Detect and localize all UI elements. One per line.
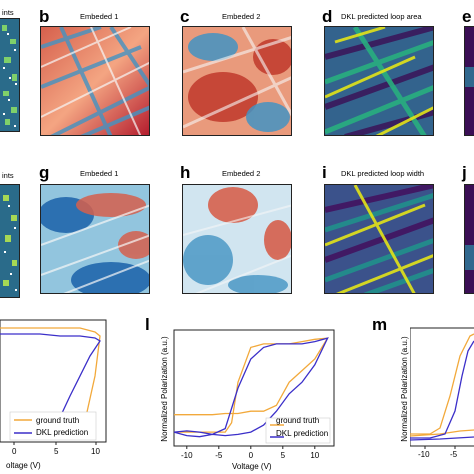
panel-letter-h: h xyxy=(180,163,191,182)
embedding-1-heatmap xyxy=(41,27,149,135)
panel-e-heatmap xyxy=(465,27,474,135)
panel-m-xtick-1: -5 xyxy=(450,450,458,459)
panel-letter-g: g xyxy=(39,163,50,182)
panel-k-xtick-2: 10 xyxy=(91,447,100,456)
embedding-2-heatmap xyxy=(183,27,291,135)
sample-points-map-2 xyxy=(0,185,19,297)
panel-m-dkl-return xyxy=(410,436,474,441)
panel-a-cropped-map xyxy=(0,18,20,132)
sample-points-map xyxy=(0,19,19,131)
panel-i-title: DKL predicted loop width xyxy=(341,169,425,178)
panel-l-xlabel: Voltage (V) xyxy=(232,462,272,471)
panel-g-embedding-map xyxy=(40,184,150,294)
panel-letter-b: b xyxy=(39,7,50,26)
panel-letter-c: c xyxy=(180,7,190,26)
panel-h-embedding-map xyxy=(182,184,292,294)
panel-letter-e: e xyxy=(462,7,472,26)
panel-j-cropped-map xyxy=(464,184,474,294)
panel-m-hysteresis-plot xyxy=(410,327,474,449)
panel-l-legend-box xyxy=(265,417,331,444)
panel-k-xtick-0: 0 xyxy=(12,447,17,456)
panel-m-ylabel: Normalized Polarization (a.u.) xyxy=(400,336,409,442)
panel-m-xtick-0: -10 xyxy=(418,450,430,459)
panel-d-loop-area-map xyxy=(324,26,434,136)
panel-letter-d: d xyxy=(322,7,333,26)
panel-l-xtick-label: 10 xyxy=(310,451,319,460)
panel-l-legend-dkl: DKL prediction xyxy=(276,429,329,438)
panel-l-hysteresis-plot: -10 -5 0 5 10 xyxy=(173,329,335,460)
panel-l-xtick-label: 0 xyxy=(249,451,254,460)
embedding-2-heatmap-row2 xyxy=(183,185,291,293)
panel-m-ground-truth-return xyxy=(410,429,474,437)
panel-d-title: DKL predicted loop area xyxy=(341,12,422,21)
panel-k-legend-dkl: DKL prediction xyxy=(36,428,89,437)
panel-l-axes-frame xyxy=(173,329,335,447)
panel-l-legend-gt: ground truth xyxy=(276,416,320,425)
panel-letter-m: m xyxy=(372,315,388,334)
panel-l-xtick-label: 5 xyxy=(281,451,286,460)
panel-letter-l: l xyxy=(145,315,150,334)
panel-l-xtick-label: -5 xyxy=(215,451,223,460)
panel-k-xtick-1: 5 xyxy=(54,447,59,456)
panel-f-title: ints xyxy=(2,171,14,180)
panel-m-ground-truth-line xyxy=(410,333,474,435)
embedding-1-heatmap-row2 xyxy=(41,185,149,293)
panel-i-loop-width-map xyxy=(324,184,434,294)
panel-letter-i: i xyxy=(322,163,327,182)
panel-a-title: ints xyxy=(2,8,14,17)
panel-b-embedding-map xyxy=(40,26,150,136)
panel-l-series-dkl-prediction xyxy=(173,337,329,438)
loop-width-heatmap xyxy=(325,185,433,293)
panel-j-heatmap xyxy=(465,185,474,293)
panel-k-legend-gt: ground truth xyxy=(36,416,80,425)
loop-area-heatmap xyxy=(325,27,433,135)
panel-h-title: Embeded 2 xyxy=(222,169,261,178)
panel-l-xtick-label: -10 xyxy=(181,451,193,460)
panel-g-title: Embeded 1 xyxy=(80,169,119,178)
panel-e-cropped-map xyxy=(464,26,474,136)
panel-f-cropped-map xyxy=(0,184,20,298)
panel-b-title: Embeded 1 xyxy=(80,12,119,21)
panel-c-title: Embeded 2 xyxy=(222,12,261,21)
panel-k-xlabel: oltage (V) xyxy=(6,461,41,470)
panel-l-ylabel: Normalized Polarization (a.u.) xyxy=(160,336,169,442)
panel-letter-j: j xyxy=(462,163,467,182)
panel-k-hysteresis-plot xyxy=(0,319,107,445)
panel-c-embedding-map xyxy=(182,26,292,136)
panel-m-dkl-line xyxy=(410,340,474,439)
